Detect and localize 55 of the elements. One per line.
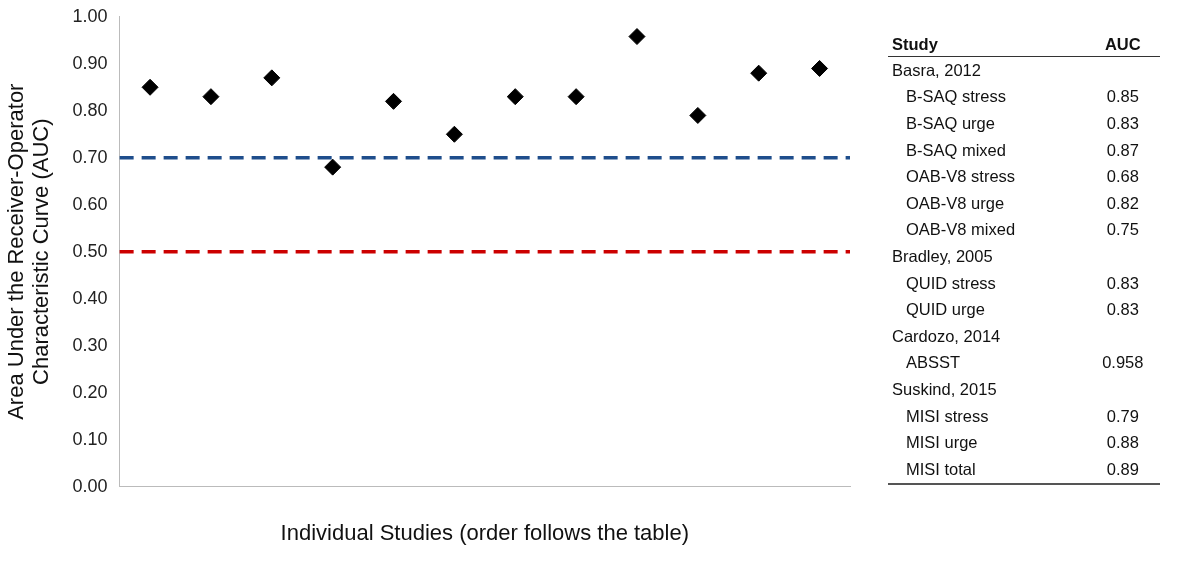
text: 0.83 [1106, 273, 1139, 292]
point [567, 88, 585, 106]
x-axis-title: Individual Studies (order follows the table) [280, 519, 690, 545]
category-label: OAB-V8 mixed [905, 219, 1017, 241]
y-axis-title: Area Under the Receiver-Operator Characteristic Curve (AUC) [2, 83, 54, 420]
text: 0.82 [1106, 193, 1139, 212]
text: 0.958 [1102, 353, 1144, 372]
text: AUC [1103, 33, 1142, 55]
point [811, 59, 829, 77]
category-label: OAB-V8 urge [905, 192, 1006, 214]
text: 0.83 [1106, 300, 1139, 319]
category-label: MISI total [905, 458, 977, 480]
category-label: B-SAQ stress [905, 86, 1007, 108]
y-tick-label: 1.00 [72, 5, 108, 26]
point [628, 28, 646, 46]
point [445, 125, 463, 143]
y-tick-label: 0.00 [72, 475, 108, 496]
y-tick-label: 0.60 [72, 193, 108, 214]
text: 0.85 [1106, 87, 1139, 106]
y-tick-label: 0.40 [72, 287, 108, 308]
point [506, 88, 524, 106]
category-label: QUID stress [905, 272, 997, 294]
y-tick-label: 0.90 [72, 52, 108, 73]
text: Study [891, 33, 939, 55]
category-label: Bradley, 2005 [891, 245, 994, 267]
category-label: QUID urge [905, 299, 986, 321]
y-tick-label: 0.10 [72, 428, 108, 449]
category-label: Cardozo, 2014 [891, 325, 1002, 347]
category-label: MISI urge [905, 432, 979, 454]
y-tick-label: 0.80 [72, 99, 108, 120]
category-label: Basra, 2012 [891, 59, 982, 81]
text: 0.89 [1106, 459, 1139, 478]
y-tick-label: 0.20 [72, 381, 108, 402]
y-tick-label: 0.30 [72, 334, 108, 355]
text: 0.88 [1106, 433, 1139, 452]
y-tick-label: 0.70 [72, 146, 108, 167]
category-label: Suskind, 2015 [891, 378, 998, 400]
point [385, 92, 403, 110]
category-label: ABSST [905, 352, 962, 374]
text: 0.83 [1106, 113, 1139, 132]
point [141, 78, 159, 96]
category-label: B-SAQ urge [905, 113, 996, 134]
point [202, 88, 220, 106]
text: 0.87 [1106, 140, 1139, 159]
point [689, 106, 707, 124]
text: 0.75 [1106, 220, 1139, 239]
y-tick-label: 0.50 [72, 240, 108, 261]
category-label: MISI stress [905, 405, 990, 427]
point [263, 69, 281, 87]
category-label: OAB-V8 stress [905, 166, 1017, 188]
point [324, 158, 342, 176]
category-label: B-SAQ mixed [905, 139, 1007, 161]
text: 0.79 [1106, 406, 1139, 425]
text: 0.68 [1106, 167, 1139, 186]
point [750, 64, 768, 82]
